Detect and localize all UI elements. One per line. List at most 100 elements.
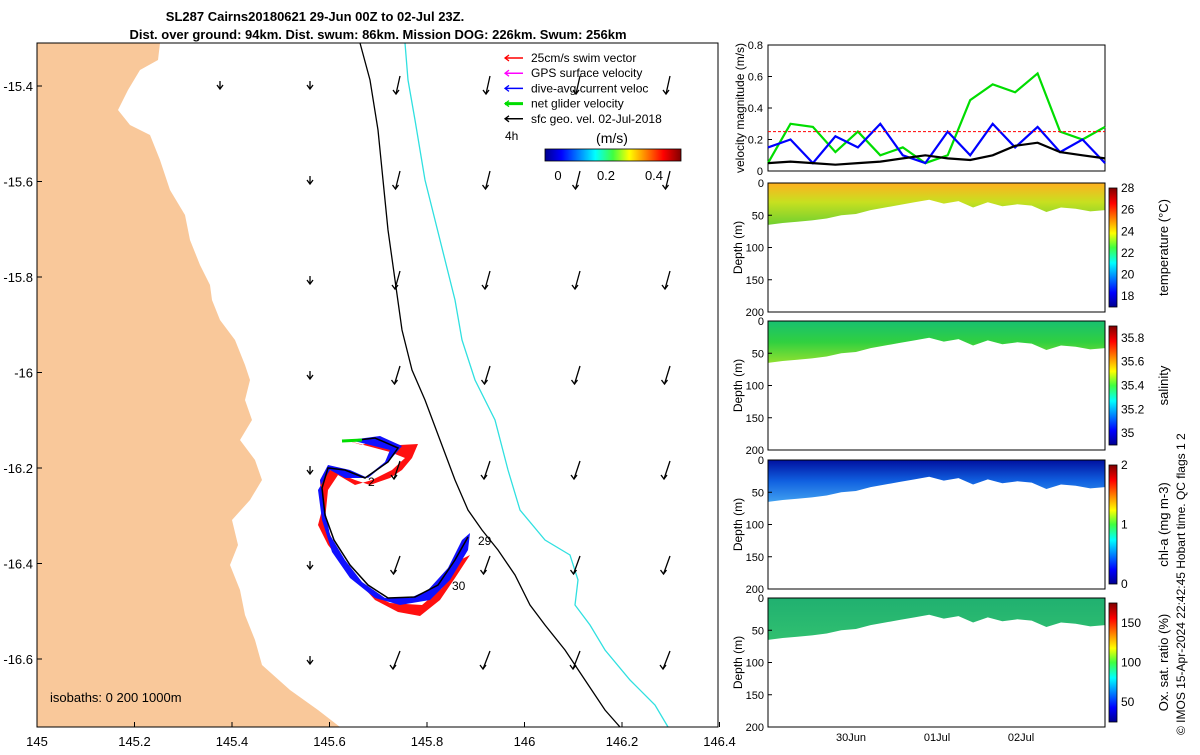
map-x-tick-label: 146.4 (703, 734, 736, 749)
current-arrow (664, 270, 671, 290)
depth-tick-label: 150 (746, 275, 764, 287)
current-arrowhead (390, 474, 398, 481)
current-arrow (483, 365, 491, 385)
velocity-ylabel: velocity magnitude (m/s) (733, 43, 747, 173)
velocity-y-ticks: 0 0.2 0.4 0.6 0.8 (748, 40, 772, 178)
current-arrow (665, 75, 671, 95)
colorbar-tick-label: 35.8 (1121, 331, 1145, 345)
map-x-tick-label: 145.8 (411, 734, 444, 749)
colorbar-tick-label: 20 (1121, 268, 1135, 282)
depth-tick-label: 200 (746, 584, 764, 596)
colorbar-tick-label: 35.2 (1121, 402, 1145, 416)
depth-tick-label: 200 (746, 307, 764, 319)
legend-label: dive-avg current veloc (531, 81, 648, 95)
current-arrowhead (571, 284, 579, 291)
depth-tick-label: 100 (746, 243, 764, 255)
colorbar-tick-1: 0.2 (597, 168, 615, 183)
current-arrow (573, 365, 581, 385)
current-arrow (664, 170, 671, 190)
map-panel: 145 145.2 145.4 145.6 145.8 146 146.2 146.4 -15… (3, 42, 736, 749)
depth-ylabel: Depth (m) (731, 221, 745, 274)
depth-tick-label: 100 (746, 381, 764, 393)
legend-label: 25cm/s swim vector (531, 51, 636, 65)
current-arrowhead (661, 184, 670, 191)
map-y-tick-label: -15.6 (3, 175, 33, 190)
current-arrow (572, 650, 581, 670)
legend-arrowhead (503, 84, 510, 92)
depth-tick-label: 150 (746, 413, 764, 425)
map-y-tick-label: -15.4 (3, 79, 33, 94)
current-arrow (663, 365, 671, 385)
copyright-note: © IMOS 15-Apr-2024 22:42:45 Hobart time.… (1174, 433, 1188, 735)
depth-ylabel: Depth (m) (731, 636, 745, 689)
current-arrowhead (306, 564, 314, 571)
current-arrowhead (481, 184, 490, 191)
depth-tick-label: 200 (746, 445, 764, 457)
legend-arrowhead (503, 69, 510, 77)
title-line2: Dist. over ground: 94km. Dist. swum: 86k… (129, 27, 626, 42)
colorbar-tick-label: 50 (1121, 695, 1135, 709)
time-tick-02jul: 02Jul (1008, 732, 1034, 744)
day-label-30: 30 (452, 579, 466, 593)
velocity-y-tick-label: 0 (757, 166, 763, 178)
current-arrow (575, 75, 581, 95)
depth-tick-label: 0 (758, 455, 764, 467)
colorbar-tick-label: 0 (1121, 577, 1128, 591)
colorbar-tick-0: 0 (554, 168, 561, 183)
time-tick-01jul: 01Jul (924, 732, 950, 744)
current-arrow (662, 555, 671, 575)
legend-label: sfc geo. vel. 02-Jul-2018 (531, 112, 662, 126)
isobath-200m (359, 43, 621, 727)
current-arrowhead (479, 569, 488, 576)
current-arrowhead (480, 379, 489, 386)
current-arrowhead (306, 84, 314, 91)
map-x-tick-label: 146.2 (606, 734, 639, 749)
map-y-tick-label: -16.6 (3, 652, 33, 667)
current-arrow (484, 270, 491, 290)
velocity-y-tick-label: 0.6 (748, 72, 763, 84)
colorbar-tick-label: 2 (1121, 458, 1128, 472)
map-x-tick-label: 145.2 (118, 734, 151, 749)
current-arrow (395, 75, 401, 95)
colorbar-tick-label: 18 (1121, 289, 1135, 303)
current-arrowhead (479, 664, 487, 671)
land-mass (37, 43, 340, 727)
speed-colorbar (544, 148, 682, 162)
current-arrowhead (391, 284, 399, 291)
current-arrow (573, 460, 581, 480)
legend-arrowhead (503, 54, 510, 62)
current-arrowhead (660, 474, 668, 481)
current-arrow (484, 170, 491, 190)
velocity-axes (767, 44, 1106, 172)
current-arrow (574, 170, 581, 190)
depth-tick-label: 50 (752, 487, 764, 499)
colorbar-tick-2: 0.4 (645, 168, 663, 183)
depth-tick-label: 150 (746, 690, 764, 702)
current-arrowhead (306, 374, 314, 381)
current-arrowhead (306, 279, 314, 286)
isobath-note: isobaths: 0 200 1000m (50, 690, 182, 705)
depth-tick-label: 0 (758, 178, 764, 190)
colorbar-label: chl-a (mg m-3) (1156, 482, 1171, 567)
velocity-y-tick-label: 0.2 (748, 135, 763, 147)
map-y-tick-label: -16.2 (3, 461, 33, 476)
colorbar-label: salinity (1156, 365, 1171, 405)
current-arrowhead (570, 474, 578, 481)
legend-label: GPS surface velocity (531, 66, 642, 80)
depth-tick-label: 0 (758, 593, 764, 605)
current-arrow (394, 170, 401, 190)
net-velocity-arrow (341, 438, 363, 443)
colorbar-tick-label: 22 (1121, 246, 1135, 260)
current-arrow (572, 555, 581, 575)
depth-ylabel: Depth (m) (731, 359, 745, 412)
current-arrow (663, 460, 671, 480)
title-line1: SL287 Cairns20180621 29-Jun 00Z to 02-Ju… (166, 9, 464, 24)
colorbar-title: (m/s) (596, 130, 628, 146)
velocity-line (767, 122, 1106, 165)
colorbar-tick-label: 100 (1121, 656, 1141, 670)
velocity-series (767, 71, 1106, 166)
hour-label: 4h (505, 129, 518, 143)
current-arrowhead (659, 569, 668, 576)
